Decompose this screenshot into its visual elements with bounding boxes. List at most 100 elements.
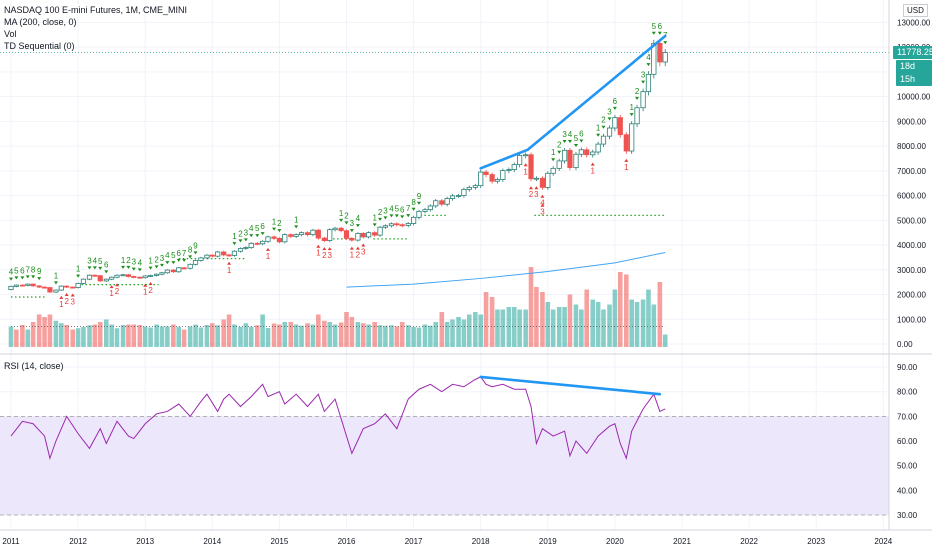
candle-up	[282, 234, 288, 243]
volume-bar	[288, 322, 294, 347]
volume-bar	[310, 324, 316, 347]
candle-up	[355, 233, 361, 241]
volume-bar	[92, 324, 98, 347]
td-buy-count: 1	[624, 163, 629, 172]
volume-bar	[305, 323, 310, 347]
td-sell-arrow	[663, 41, 668, 45]
td-sell-arrow	[255, 234, 260, 238]
volume-bar	[444, 322, 450, 347]
td-sell-count: 3	[641, 71, 646, 80]
price-tick-label: 1000.00	[897, 315, 926, 324]
candle-up	[388, 223, 395, 227]
volume-bar	[450, 319, 455, 347]
td-sell-count: 9	[417, 192, 422, 201]
candle-down	[617, 117, 623, 136]
candle-up	[606, 127, 613, 137]
volume-bar	[416, 327, 422, 347]
td-sell-arrow	[14, 276, 19, 280]
volume-bar	[271, 323, 277, 347]
candle-down	[125, 274, 132, 277]
candle-down	[483, 171, 489, 175]
symbol-title[interactable]: NASDAQ 100 E-mini Futures, 1M, CME_MINI	[4, 5, 188, 15]
volume-bar	[14, 329, 19, 347]
volume-bar	[500, 309, 506, 347]
volume-pane	[8, 267, 668, 347]
td-sell-arrow	[243, 238, 248, 242]
candle-up	[164, 269, 170, 274]
volume-bar	[439, 312, 445, 347]
volume-bar	[612, 289, 618, 347]
volume-bar	[383, 325, 388, 347]
td-sell-count: 1	[121, 256, 126, 265]
candle-up	[427, 205, 433, 211]
vol-legend[interactable]: Vol	[4, 29, 17, 39]
td-legend[interactable]: TD Sequential (0)	[4, 41, 75, 51]
candle-down	[97, 275, 103, 282]
candle-down	[137, 276, 143, 279]
candle-down	[539, 177, 546, 188]
volume-bar	[277, 324, 282, 347]
rsi-legend[interactable]: RSI (14, close)	[4, 361, 64, 371]
volume-bar	[662, 334, 668, 347]
candle-up	[433, 200, 439, 207]
price-tick-label: 2000.00	[897, 291, 926, 300]
td-sell-arrow	[612, 106, 617, 110]
td-sell-count: 2	[238, 229, 243, 238]
candle-down	[489, 174, 495, 182]
candle-down	[372, 232, 378, 236]
td-sell-arrow	[98, 266, 103, 270]
candle-up	[248, 242, 254, 248]
candle-up	[511, 164, 517, 170]
candle-down	[623, 134, 629, 152]
volume-bar	[181, 329, 187, 347]
td-sell-arrow	[131, 267, 136, 271]
td-buy-count: 3	[540, 208, 545, 217]
td-sell-arrow	[551, 158, 556, 162]
td-sell-count: 6	[104, 260, 109, 269]
candle-up	[640, 91, 646, 109]
td-sell-arrow	[629, 113, 634, 117]
td-sell-arrow	[277, 229, 282, 233]
td-sell-count: 1	[272, 218, 277, 227]
volume-bar	[215, 325, 220, 347]
candle-down	[584, 149, 590, 156]
time-tick-label: 2015	[271, 537, 289, 546]
td-sell-arrow	[562, 139, 567, 143]
rsi-divergence-trendline	[479, 375, 662, 396]
currency-label[interactable]: USD	[903, 4, 928, 17]
volume-bar	[159, 326, 165, 347]
candle-up	[86, 274, 93, 280]
candle-down	[181, 267, 187, 270]
candle-up	[204, 254, 210, 259]
volume-bar	[595, 302, 601, 347]
volume-bar	[8, 326, 14, 347]
td-buy-arrow	[590, 162, 595, 166]
candles	[8, 39, 668, 293]
td-buy-arrow	[59, 295, 64, 299]
td-sell-arrow	[557, 150, 562, 154]
td-sell-count: 9	[37, 267, 42, 276]
candle-up	[466, 186, 472, 190]
ma-legend[interactable]: MA (200, close, 0)	[4, 17, 77, 27]
td-sell-arrow	[165, 261, 170, 265]
td-sell-count: 1	[596, 124, 601, 133]
candle-up	[523, 154, 529, 157]
td-sell-arrow	[176, 258, 181, 262]
rsi-band	[0, 416, 889, 515]
td-buy-count: 2	[64, 297, 69, 306]
volume-bar	[299, 325, 304, 347]
volume-bar	[366, 324, 371, 347]
candle-up	[578, 149, 584, 155]
candle-down	[254, 242, 260, 245]
candle-up	[449, 195, 456, 199]
td-sell-count: 2	[557, 141, 562, 150]
td-sell-arrow	[188, 255, 193, 259]
td-sell-count: 9	[193, 241, 198, 250]
td-buy-count: 3	[534, 190, 539, 199]
candle-up	[231, 250, 238, 256]
td-sell-count: 4	[9, 268, 14, 277]
td-sell-count: 7	[406, 204, 411, 213]
candle-down	[343, 230, 350, 239]
time-tick-label: 2018	[472, 537, 490, 546]
